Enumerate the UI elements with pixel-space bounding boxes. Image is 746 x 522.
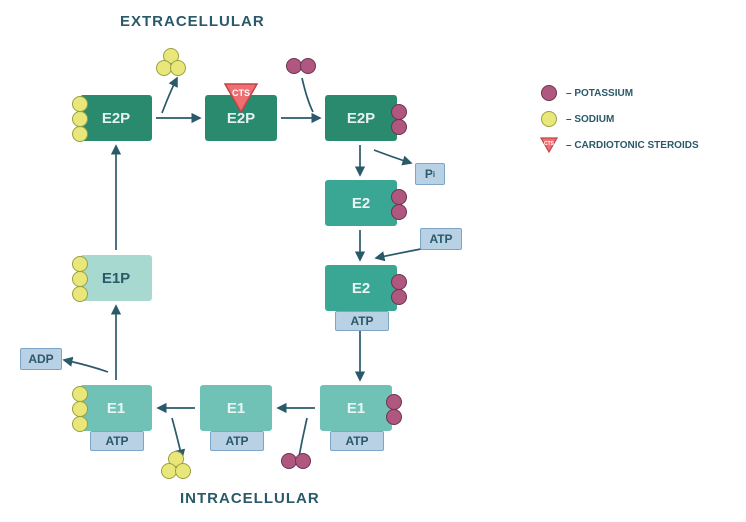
potassium-icon [540, 84, 558, 102]
potassium-ion [391, 289, 407, 305]
legend-label: – SODIUM [566, 114, 614, 125]
potassium-ion [391, 204, 407, 220]
state-box-e2p-left: E2P [80, 95, 152, 141]
state-box-e2-top: E2 [325, 180, 397, 226]
atp-label-e2-bot: ATP [335, 311, 389, 331]
arrow-a2b [302, 78, 313, 112]
legend-item-cts: CTS – CARDIOTONIC STEROIDS [540, 132, 699, 158]
svg-text:CTS: CTS [232, 88, 250, 98]
sodium-ion [72, 286, 88, 302]
arrow-a8b [64, 360, 108, 372]
title-extracellular: EXTRACELLULAR [120, 13, 265, 30]
legend-item-sodium: – SODIUM [540, 106, 699, 132]
potassium-ion [391, 274, 407, 290]
sodium-ion [72, 126, 88, 142]
legend: – POTASSIUM – SODIUM CTS – CARDIOTONIC STER… [540, 80, 699, 158]
sodium-ion [72, 111, 88, 127]
arrow-a4b [376, 248, 426, 258]
sodium-ion [175, 463, 191, 479]
state-box-e2p-right: E2P [325, 95, 397, 141]
label-atp-side: ATP [420, 228, 462, 250]
legend-item-potassium: – POTASSIUM [540, 80, 699, 106]
sodium-ion [72, 401, 88, 417]
potassium-ion [300, 58, 316, 74]
diagram-stage: { "titles": { "extracellular": "EXTRACEL… [0, 0, 746, 522]
sodium-ion [72, 271, 88, 287]
title-intracellular: INTRACELLULAR [180, 490, 320, 507]
potassium-ion [386, 394, 402, 410]
potassium-ion [386, 409, 402, 425]
state-box-e1p: E1P [80, 255, 152, 301]
arrow-a3b [374, 150, 411, 163]
state-box-e1-right: E1 [320, 385, 392, 431]
legend-label: – CARDIOTONIC STEROIDS [566, 140, 699, 151]
sodium-ion [72, 256, 88, 272]
state-box-e1-left: E1 [80, 385, 152, 431]
sodium-ion [72, 386, 88, 402]
sodium-icon [540, 110, 558, 128]
label-pi: Pi [415, 163, 445, 185]
svg-text:CTS: CTS [544, 141, 555, 147]
potassium-ion [295, 453, 311, 469]
potassium-ion [391, 119, 407, 135]
atp-label-e1-mid: ATP [210, 431, 264, 451]
sodium-ion [72, 416, 88, 432]
arrow-a1b [162, 78, 177, 113]
potassium-ion [391, 189, 407, 205]
legend-label: – POTASSIUM [566, 88, 633, 99]
cts-icon: CTS [540, 136, 558, 154]
label-adp: ADP [20, 348, 62, 370]
state-box-e1-mid: E1 [200, 385, 272, 431]
sodium-ion [72, 96, 88, 112]
sodium-ion [170, 60, 186, 76]
potassium-ion [391, 104, 407, 120]
atp-label-e1-left: ATP [90, 431, 144, 451]
state-box-e2-bot: E2 [325, 265, 397, 311]
atp-label-e1-right: ATP [330, 431, 384, 451]
cts-icon: CTS [223, 82, 259, 121]
